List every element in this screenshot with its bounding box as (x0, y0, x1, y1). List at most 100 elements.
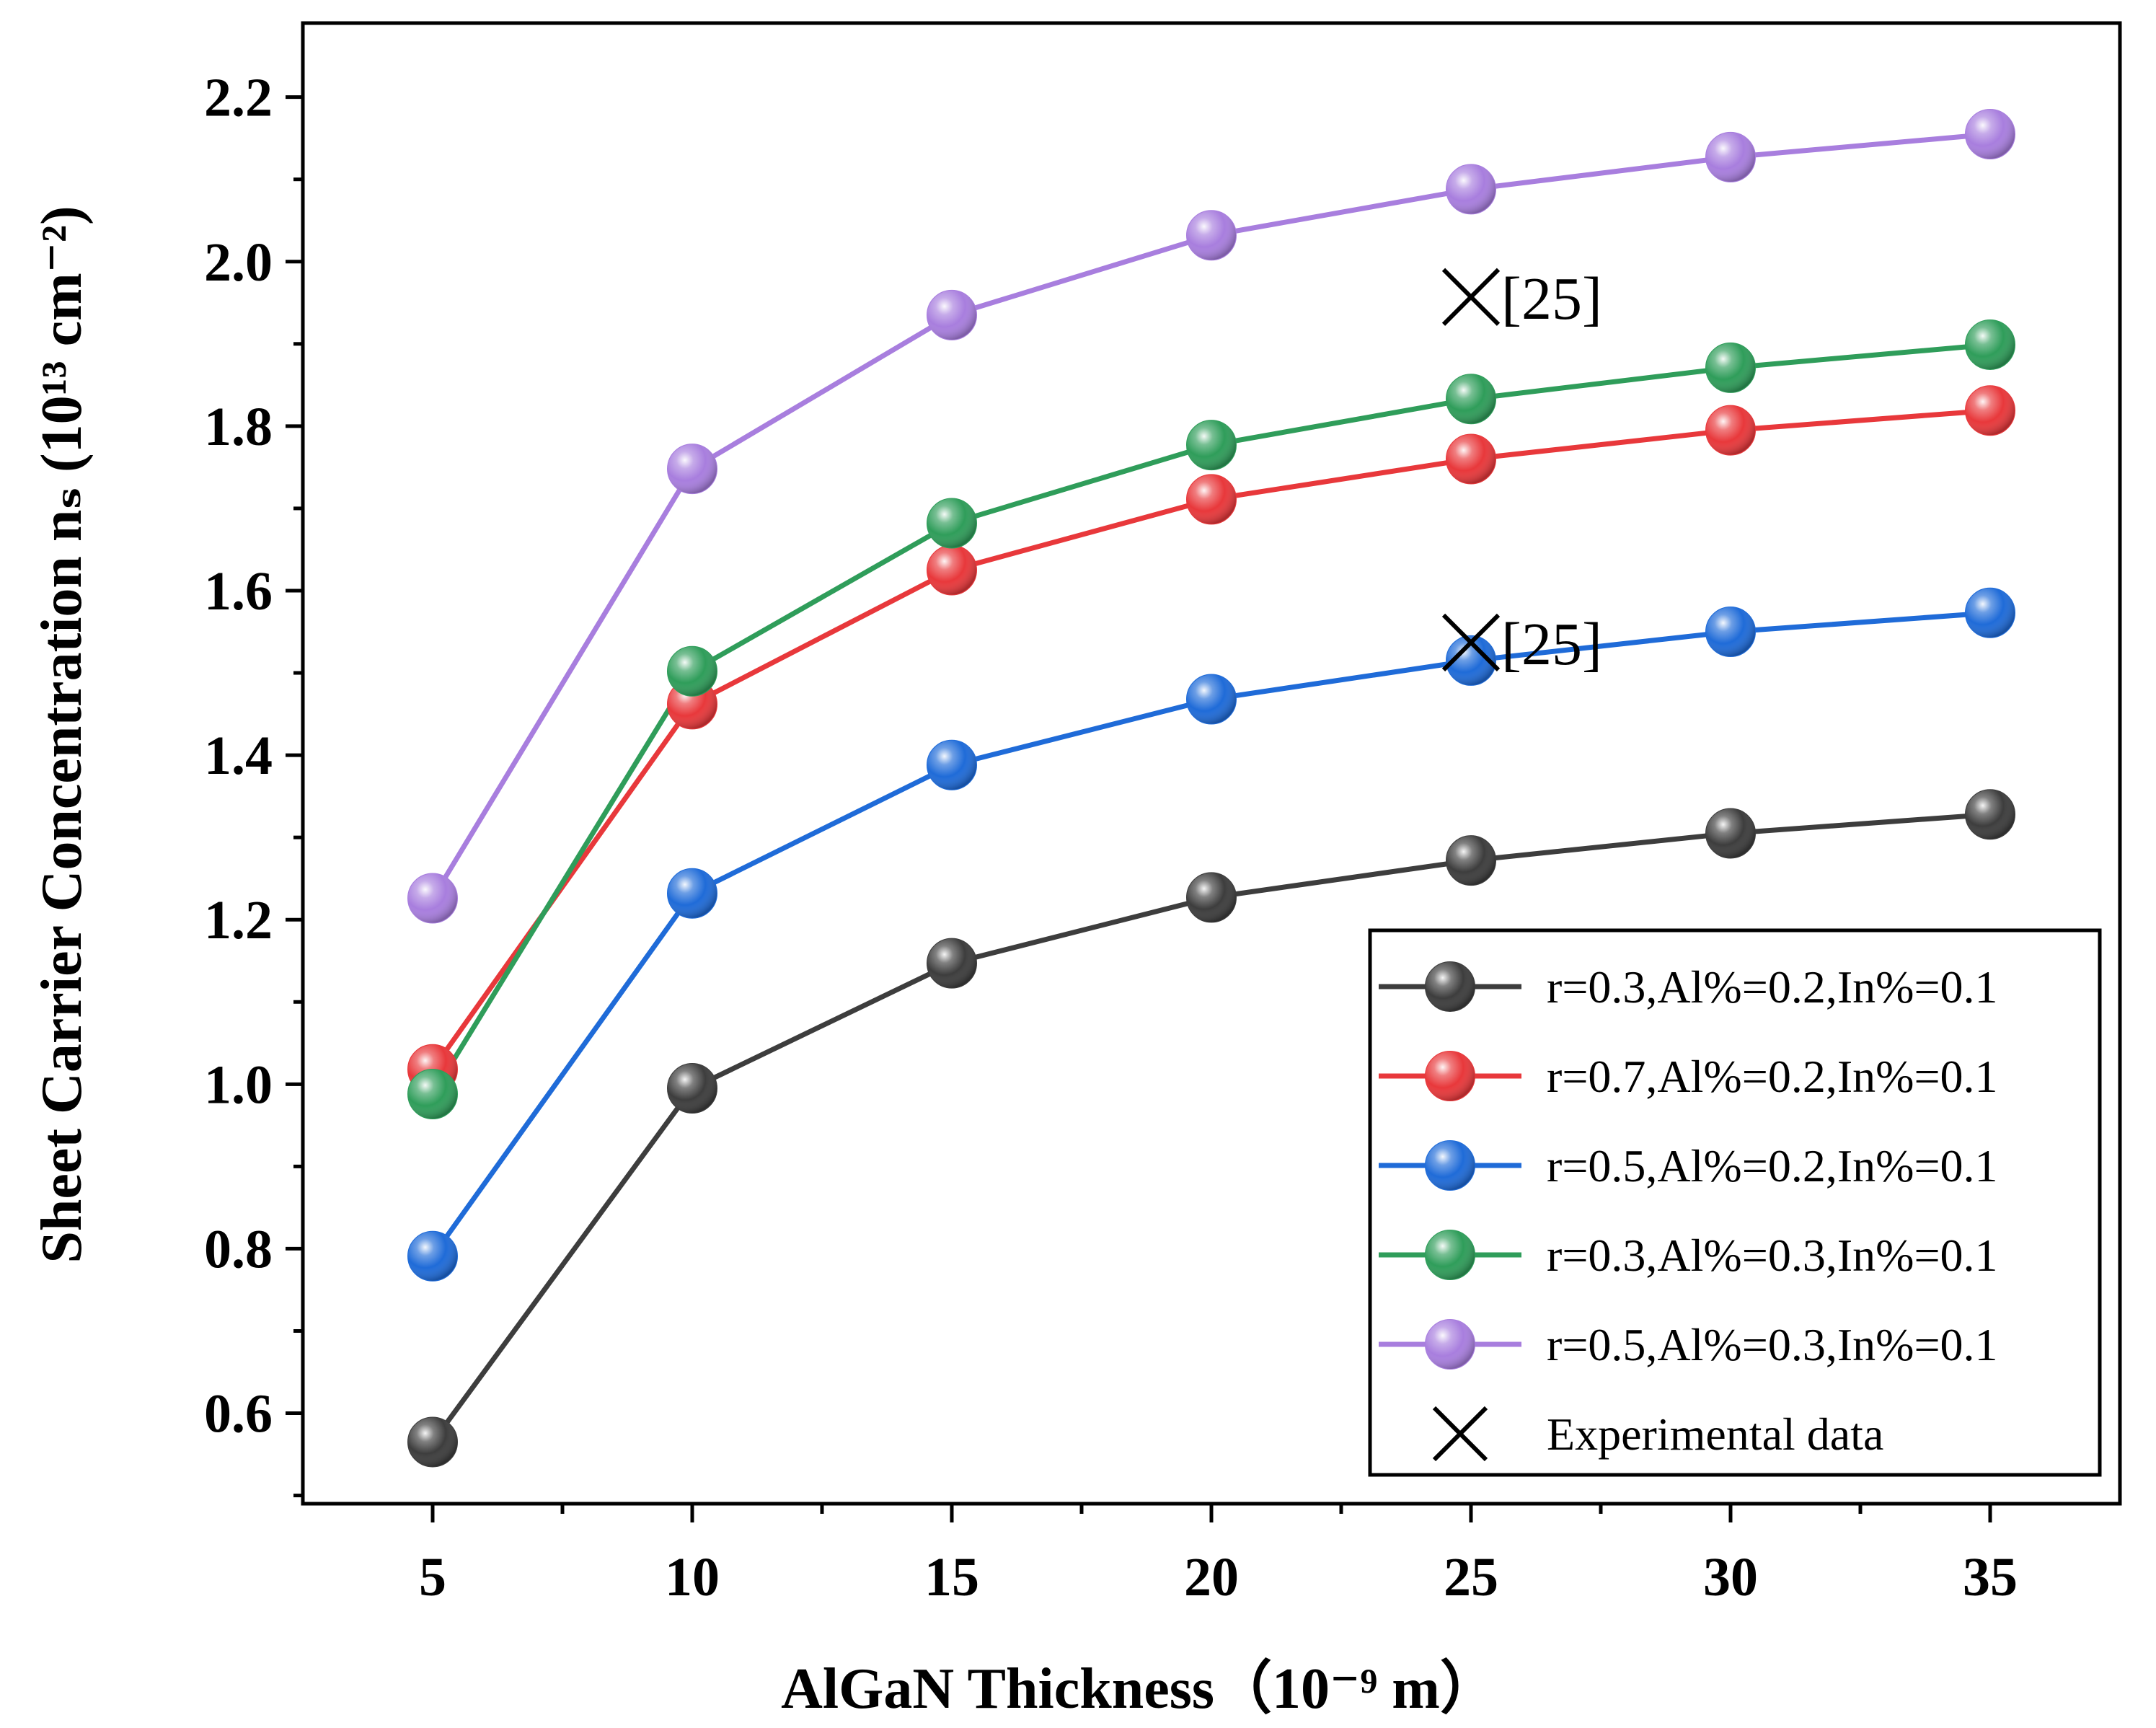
x-tick-label: 25 (1444, 1547, 1498, 1608)
series-2-point (1965, 385, 2015, 436)
y-tick-label: 0.8 (204, 1219, 273, 1279)
series-4-point (1446, 374, 1496, 425)
series-1-point (1705, 808, 1756, 859)
series-2-point (1186, 474, 1237, 525)
series-3-point (1965, 587, 2015, 638)
series-3-point-shine (1706, 607, 1755, 657)
experimental-point-1-stroke-b (1441, 268, 1501, 326)
series-5-point (927, 289, 977, 340)
experimental-point-2-stroke-b (1441, 613, 1501, 671)
series-1-point-shine (927, 938, 976, 988)
legend-marker-2 (1425, 1051, 1475, 1101)
legend-marker-1-shine (1426, 962, 1475, 1011)
series-2-point-shine (1187, 475, 1236, 524)
series-1-point (1186, 872, 1237, 923)
series-3-point-shine (1966, 588, 2015, 638)
series-4-point-shine (1966, 319, 2015, 369)
series-4-point (1965, 319, 2015, 370)
series-4-point-shine (668, 646, 717, 696)
y-tick-label: 0.6 (204, 1384, 273, 1445)
experimental-point-2 (1441, 613, 1501, 671)
series-2-point (1705, 405, 1756, 456)
series-1-point (407, 1416, 458, 1468)
x-tick-label: 5 (419, 1547, 446, 1608)
series-5-point (407, 873, 458, 924)
series-1-point (1965, 789, 2015, 840)
series-4-point (667, 645, 717, 697)
legend-label-1: r=0.3,Al%=0.2,In%=0.1 (1547, 961, 1998, 1013)
series-1-point-shine (408, 1417, 457, 1467)
legend-marker-experimental (1432, 1406, 1488, 1462)
legend-marker-1 (1425, 961, 1475, 1012)
series-4-point (1705, 342, 1756, 393)
series-3-point (667, 868, 717, 919)
legend-label-5: r=0.5,Al%=0.3,In%=0.1 (1547, 1319, 1998, 1370)
series-5-point-shine (1446, 164, 1495, 214)
x-tick-label: 35 (1963, 1547, 2018, 1608)
legend-marker-4 (1425, 1230, 1475, 1280)
series-4-point-shine (408, 1070, 457, 1119)
legend-label-experimental: Experimental data (1547, 1409, 1883, 1460)
y-tick-label: 1.2 (204, 890, 273, 951)
series-5-point-shine (927, 290, 976, 340)
series-5-point-shine (408, 873, 457, 923)
series-5-point (1965, 108, 2015, 159)
series-3-point (1705, 607, 1756, 658)
legend-label-2: r=0.7,Al%=0.2,In%=0.1 (1547, 1051, 1998, 1102)
x-tick-label: 20 (1184, 1547, 1239, 1608)
series-4-point-shine (1706, 343, 1755, 392)
series-3-point (927, 739, 977, 790)
series-5-point (1186, 210, 1237, 261)
series-3-point-shine (408, 1231, 457, 1281)
series-1-point (667, 1063, 717, 1114)
experimental-label-1: [25] (1501, 265, 1602, 332)
series-3-point-shine (1187, 674, 1236, 724)
series-2-point-shine (1446, 434, 1495, 484)
series-2-point-shine (1706, 405, 1755, 455)
series-4-point-shine (1187, 420, 1236, 470)
legend-box (1368, 928, 2102, 1477)
y-axis-title: Sheet Carrier Concentration nₛ (10¹³ cm⁻… (30, 206, 94, 1263)
series-1-point-shine (1966, 790, 2015, 839)
experimental-label-2: [25] (1501, 611, 1602, 678)
legend-marker-3 (1425, 1140, 1475, 1191)
legend-marker-experimental-stroke-b (1432, 1406, 1488, 1462)
legend-marker-4-shine (1426, 1230, 1475, 1279)
legend-label-3: r=0.5,Al%=0.2,In%=0.1 (1547, 1140, 1998, 1191)
series-4-point (1186, 420, 1237, 471)
series-5-point (667, 444, 717, 495)
series-4-point-shine (1446, 374, 1495, 424)
series-3-point-shine (668, 868, 717, 918)
series-3-point-shine (927, 740, 976, 790)
x-tick-label: 10 (665, 1547, 720, 1608)
experimental-point-1 (1441, 268, 1501, 326)
x-tick-label: 15 (924, 1547, 979, 1608)
x-axis-title: AlGaN Thickness（10⁻⁹ m） (781, 1657, 1498, 1721)
series-5-point-shine (668, 444, 717, 494)
y-tick-label: 1.6 (204, 561, 273, 622)
series-2-point (1446, 433, 1496, 485)
series-3-point (1186, 674, 1237, 725)
series-5-point-shine (1966, 109, 2015, 159)
series-1-point-shine (668, 1064, 717, 1114)
series-1-point-shine (1187, 873, 1236, 922)
series-3-point-shine (1446, 635, 1495, 685)
y-tick-label: 1.4 (204, 726, 273, 786)
series-5-point-shine (1706, 132, 1755, 182)
y-tick-label: 1.8 (204, 397, 273, 457)
series-1-point-shine (1446, 836, 1495, 886)
series-3-point (407, 1230, 458, 1282)
y-tick-label: 2.0 (204, 232, 273, 293)
series-4-point (927, 498, 977, 549)
series-2-point-shine (927, 545, 976, 595)
y-tick-label: 1.0 (204, 1054, 273, 1115)
series-1-point (1446, 835, 1496, 886)
series-5-point (1705, 131, 1756, 182)
series-1-point-shine (1706, 808, 1755, 858)
series-4-point-shine (927, 498, 976, 548)
series-4-point (407, 1069, 458, 1120)
legend-marker-2-shine (1426, 1052, 1475, 1101)
series-3-point (1446, 635, 1496, 686)
